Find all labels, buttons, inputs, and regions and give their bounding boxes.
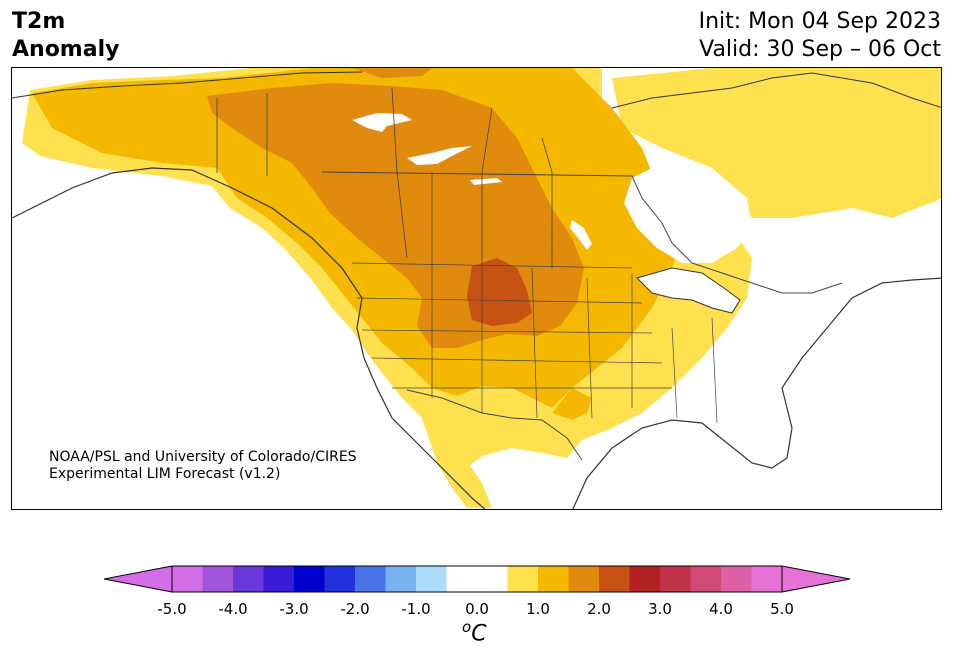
hudson-bay bbox=[624, 158, 752, 263]
border-us-mexico bbox=[406, 389, 583, 461]
coastline-gulf bbox=[572, 277, 941, 509]
colorbar-outline bbox=[171, 565, 783, 593]
colorbar-segment bbox=[263, 566, 295, 592]
colorbar-segment bbox=[385, 566, 417, 592]
credit-line-2: Experimental LIM Forecast (v1.2) bbox=[49, 466, 281, 482]
coastline-arctic bbox=[12, 71, 941, 109]
lake-winnipeg bbox=[570, 220, 592, 250]
state-borders bbox=[351, 172, 718, 424]
title-variable: T2m bbox=[12, 9, 66, 34]
lake-great-bear bbox=[352, 113, 412, 132]
colorbar-segment bbox=[416, 566, 447, 592]
coastline-west bbox=[12, 167, 486, 509]
colorbar-segment bbox=[690, 566, 722, 592]
colorbar-segment bbox=[599, 566, 630, 592]
colorbar-tick-label: 5.0 bbox=[770, 600, 794, 618]
colorbar-segment bbox=[660, 566, 691, 592]
anomaly-map bbox=[11, 67, 942, 510]
colorbar-segment bbox=[629, 566, 661, 592]
credit-line-1: NOAA/PSL and University of Colorado/CIRE… bbox=[49, 449, 357, 465]
anomaly-region-core bbox=[467, 258, 532, 326]
colorbar-segment bbox=[233, 566, 264, 592]
colorbar-tick-label: -5.0 bbox=[157, 600, 187, 618]
colorbar-extend-low bbox=[103, 565, 173, 593]
colorbar-segment bbox=[507, 566, 539, 592]
colorbar-segment bbox=[568, 566, 600, 592]
colorbar-segment bbox=[172, 566, 203, 592]
valid-date: Valid: 30 Sep – 06 Oct bbox=[699, 37, 941, 62]
colorbar-segment bbox=[294, 566, 325, 592]
province-borders bbox=[216, 87, 553, 268]
great-lakes bbox=[636, 267, 741, 314]
colorbar-tick-label: 1.0 bbox=[526, 600, 550, 618]
anomaly-region-dark-arctic bbox=[352, 68, 432, 78]
colorbar-segment bbox=[477, 566, 508, 592]
forecast-dates: Init: Mon 04 Sep 2023 Valid: 30 Sep – 06… bbox=[699, 8, 941, 64]
colorbar-segment bbox=[355, 566, 386, 592]
colorbar-tick-label: -4.0 bbox=[218, 600, 248, 618]
colorbar-segment bbox=[538, 566, 569, 592]
colorbar-extend-high bbox=[781, 565, 851, 593]
credit-text: NOAA/PSL and University of Colorado/CIRE… bbox=[49, 449, 357, 483]
lake-athabasca bbox=[470, 178, 502, 185]
colorbar-unit: oC bbox=[462, 618, 487, 646]
colorbar-tick-label: 4.0 bbox=[709, 600, 733, 618]
title-subtitle: Anomaly bbox=[12, 37, 120, 62]
anomaly-region-light-arctic bbox=[612, 68, 941, 218]
anomaly-region-medium-south bbox=[552, 388, 592, 420]
colorbar-segment bbox=[202, 566, 234, 592]
colorbar-tick-label: -1.0 bbox=[401, 600, 431, 618]
border-us-canada bbox=[321, 171, 843, 294]
colorbar-tick-label: -2.0 bbox=[340, 600, 370, 618]
colorbar-tick-label: 2.0 bbox=[587, 600, 611, 618]
colorbar bbox=[103, 565, 851, 597]
init-date: Init: Mon 04 Sep 2023 bbox=[698, 9, 941, 34]
map-title: T2m Anomaly bbox=[12, 8, 119, 64]
colorbar-segment bbox=[721, 566, 752, 592]
colorbar-tick-label: -3.0 bbox=[279, 600, 309, 618]
colorbar-tick-label: 3.0 bbox=[648, 600, 672, 618]
unit-letter: C bbox=[471, 621, 487, 647]
map-canvas bbox=[12, 68, 941, 509]
colorbar-segment bbox=[446, 566, 478, 592]
degree-symbol: o bbox=[462, 618, 472, 636]
colorbar-scale bbox=[103, 565, 851, 593]
colorbar-segment bbox=[324, 566, 356, 592]
anomaly-region-light-mexico bbox=[422, 418, 492, 508]
colorbar-tick-label: 0.0 bbox=[465, 600, 489, 618]
colorbar-segment bbox=[751, 566, 783, 592]
lake-great-slave bbox=[407, 146, 472, 165]
